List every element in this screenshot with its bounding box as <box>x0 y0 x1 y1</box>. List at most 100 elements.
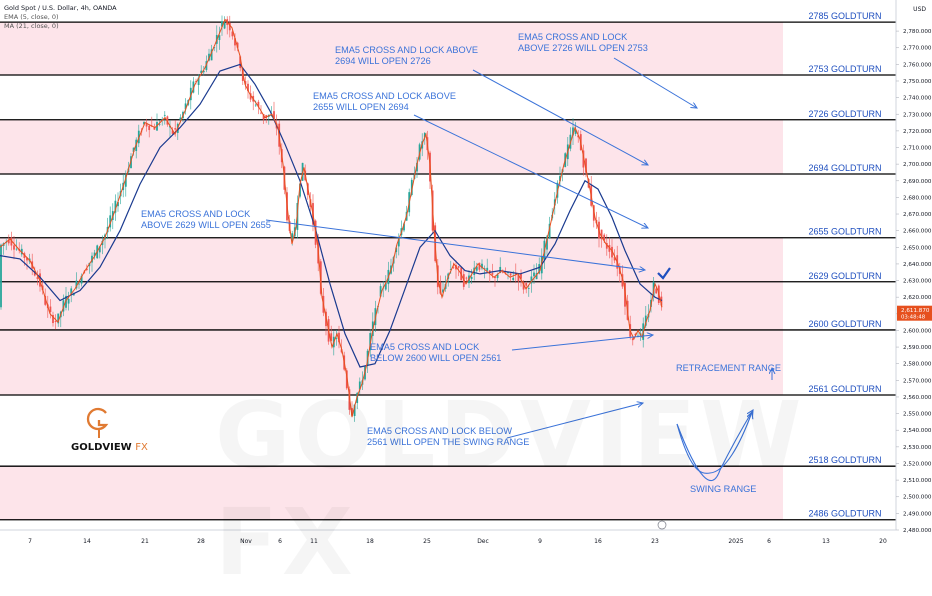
annotation-note: RETRACEMENT RANGE <box>676 363 781 373</box>
candle-body <box>520 273 522 279</box>
annotation-note: EMA5 CROSS AND LOCK BELOW 2561 WILL OPEN … <box>367 426 529 447</box>
candle-body <box>535 273 538 280</box>
candle-body <box>397 237 400 247</box>
level-label: 2561 GOLDTURN <box>808 384 881 394</box>
candle-body <box>452 266 455 268</box>
candle-body <box>67 298 70 304</box>
y-tick-label: 2,560.000 <box>903 395 932 401</box>
candle-body <box>197 77 200 85</box>
annotation-line: 2561 WILL OPEN THE SWING RANGE <box>367 437 529 447</box>
level-label: 2518 GOLDTURN <box>808 455 881 465</box>
x-tick-label: 14 <box>83 538 91 545</box>
annotation-line: ABOVE 2726 WILL OPEN 2753 <box>518 43 648 53</box>
annotation-arrow <box>511 335 653 351</box>
candle-body <box>465 277 468 279</box>
annotation-line: EMA5 CROSS AND LOCK <box>370 342 480 352</box>
candle-body <box>574 129 577 134</box>
annotation-line: RETRACEMENT RANGE <box>676 363 781 373</box>
candle-body <box>473 267 476 275</box>
candle-body <box>10 237 13 246</box>
candle-body <box>236 42 239 48</box>
candle-body <box>577 135 580 138</box>
candle-body <box>213 47 216 49</box>
y-tick-label: 2,660.000 <box>903 229 932 235</box>
candle-body <box>247 83 249 92</box>
candle-body <box>546 236 548 250</box>
candle-body <box>223 22 226 29</box>
price-axis-bg <box>896 0 932 550</box>
level-label: 2655 GOLDTURN <box>808 227 881 237</box>
annotation-note: EMA5 CROSS AND LOCK ABOVE 2726 WILL OPEN … <box>518 32 648 53</box>
candle-body <box>257 101 260 107</box>
candle-body <box>218 35 221 40</box>
candle-body <box>442 289 444 293</box>
annotation-line: EMA5 CROSS AND LOCK <box>518 32 628 42</box>
y-tick-label: 2,670.000 <box>903 212 932 218</box>
time-axis: 7 14 21 28 Nov 6 11 18 25 Dec 9 16 23 2025 6 13 20 <box>0 520 896 545</box>
candle-body <box>161 119 164 120</box>
y-tick-label: 2,530.000 <box>903 445 932 451</box>
annotation-arrows <box>265 57 772 439</box>
zone-band <box>0 329 783 395</box>
candle-body <box>351 408 353 416</box>
candle-body <box>244 81 247 85</box>
level-label: 2753 GOLDTURN <box>808 64 881 74</box>
candle-body <box>660 296 663 306</box>
candle-body <box>117 202 119 207</box>
candle-body <box>634 333 637 336</box>
candle-body <box>512 277 515 281</box>
y-tick-label: 2,520.000 <box>903 461 932 467</box>
x-tick-label: Nov <box>240 538 252 545</box>
candle-body <box>57 313 60 324</box>
candle-body <box>192 81 195 93</box>
annotation-line: 2655 WILL OPEN 2694 <box>313 102 409 112</box>
zone-band <box>0 22 783 76</box>
candle-body <box>499 266 502 274</box>
candle-body <box>410 179 413 195</box>
price-axis: 2,780.000 2,770.000 2,760.000 2,750.000 2,74… <box>895 0 932 550</box>
candle-body <box>145 122 148 127</box>
candle-body <box>533 272 535 277</box>
annotation-arrow <box>472 69 648 165</box>
candle-body <box>481 263 483 269</box>
candle-body <box>195 81 197 83</box>
y-tick-label: 2,590.000 <box>903 345 932 351</box>
candle-body <box>148 125 151 131</box>
candle-body <box>228 22 231 31</box>
annotation-arrow <box>265 219 645 270</box>
candle-body <box>234 38 236 46</box>
annotation-note: EMA5 CROSS AND LOCK BELOW 2600 WILL OPEN … <box>370 342 501 363</box>
y-tick-label: 2,510.000 <box>903 478 932 484</box>
candle-body <box>335 338 338 339</box>
x-tick-label: 25 <box>423 538 431 545</box>
candle-body <box>507 272 509 274</box>
candle-body <box>210 49 213 61</box>
level-label: 2694 GOLDTURN <box>808 163 881 173</box>
current-price-bg <box>897 305 932 321</box>
goldview-logo <box>86 407 109 438</box>
y-tick-label: 2,580.000 <box>903 362 932 368</box>
candle-body <box>179 117 182 121</box>
candle-body <box>91 255 93 263</box>
y-tick-label: 2,680.000 <box>903 195 932 201</box>
x-tick-label: Dec <box>477 538 489 545</box>
candle-body <box>501 271 504 273</box>
candle-body <box>33 271 36 276</box>
annotation-line: EMA5 CROSS AND LOCK ABOVE <box>335 45 478 55</box>
candle-body <box>548 223 551 239</box>
annotation-arrow <box>613 57 697 108</box>
candle-body <box>200 70 203 74</box>
swing-curve-smooth <box>676 412 752 474</box>
x-tick-label: 7 <box>28 538 32 545</box>
candle-body <box>15 248 18 250</box>
candle-body <box>273 111 275 119</box>
candle-body <box>644 315 647 326</box>
candle-body <box>330 333 333 341</box>
candle-body <box>44 295 47 305</box>
currency-label: USD <box>913 6 926 13</box>
logo-text: GOLDVIEW FX <box>71 442 148 453</box>
annotation-note: EMA5 CROSS AND LOCK ABOVE 2655 WILL OPEN … <box>313 91 456 112</box>
candle-body <box>585 158 587 173</box>
candle-body <box>143 122 145 125</box>
